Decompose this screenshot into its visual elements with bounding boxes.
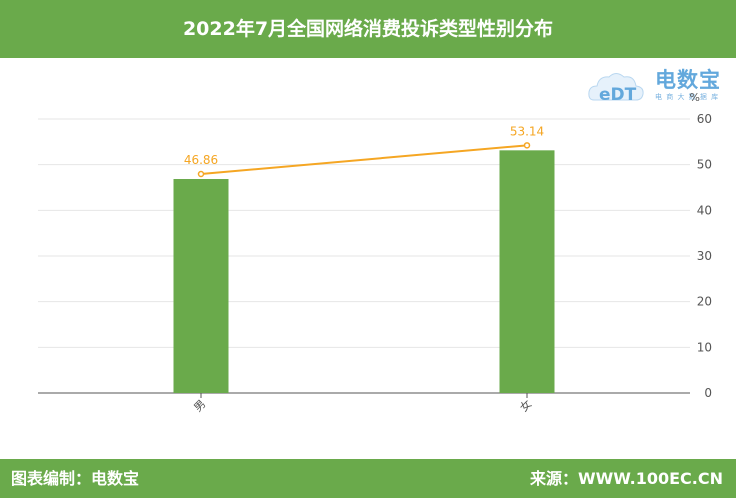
y-tick-label: 50 — [697, 158, 712, 172]
bar — [173, 179, 229, 393]
y-tick-label: 0 — [704, 386, 712, 400]
x-tick-label: 男 — [191, 397, 208, 414]
logo-name: 电数宝 — [655, 68, 721, 92]
y-tick-label: 60 — [697, 112, 712, 126]
data-label: 46.86 — [184, 153, 218, 167]
y-tick-label: 30 — [697, 249, 712, 263]
cloud-logo-icon: eDT — [588, 73, 644, 105]
footer-credit: 图表编制：电数宝 — [11, 469, 140, 488]
footer-source: 来源：WWW.100EC.CN — [529, 469, 723, 488]
series-line — [200, 144, 528, 176]
y-tick-label: 20 — [697, 295, 712, 309]
footer-bar: 图表编制：电数宝 来源：WWW.100EC.CN — [0, 459, 736, 498]
y-tick-label: 10 — [697, 340, 712, 354]
logo-subtitle: 电 商 大 数 据 库 — [655, 93, 720, 101]
line-point — [197, 170, 205, 178]
x-tick-label: 女 — [517, 397, 535, 415]
title-bar: 2022年7月全国网络消费投诉类型性别分布 — [0, 0, 736, 58]
chart-title: 2022年7月全国网络消费投诉类型性别分布 — [182, 18, 554, 40]
y-unit-label: % — [690, 91, 700, 104]
chart: 0 10 20 30 40 50 60% 男 女 46.86 53.14 — [38, 91, 712, 415]
logo-mark: eDT — [599, 85, 637, 105]
data-label: 53.14 — [510, 124, 544, 138]
y-tick-label: 40 — [697, 203, 712, 217]
bar — [499, 150, 555, 393]
line-point — [523, 142, 531, 149]
